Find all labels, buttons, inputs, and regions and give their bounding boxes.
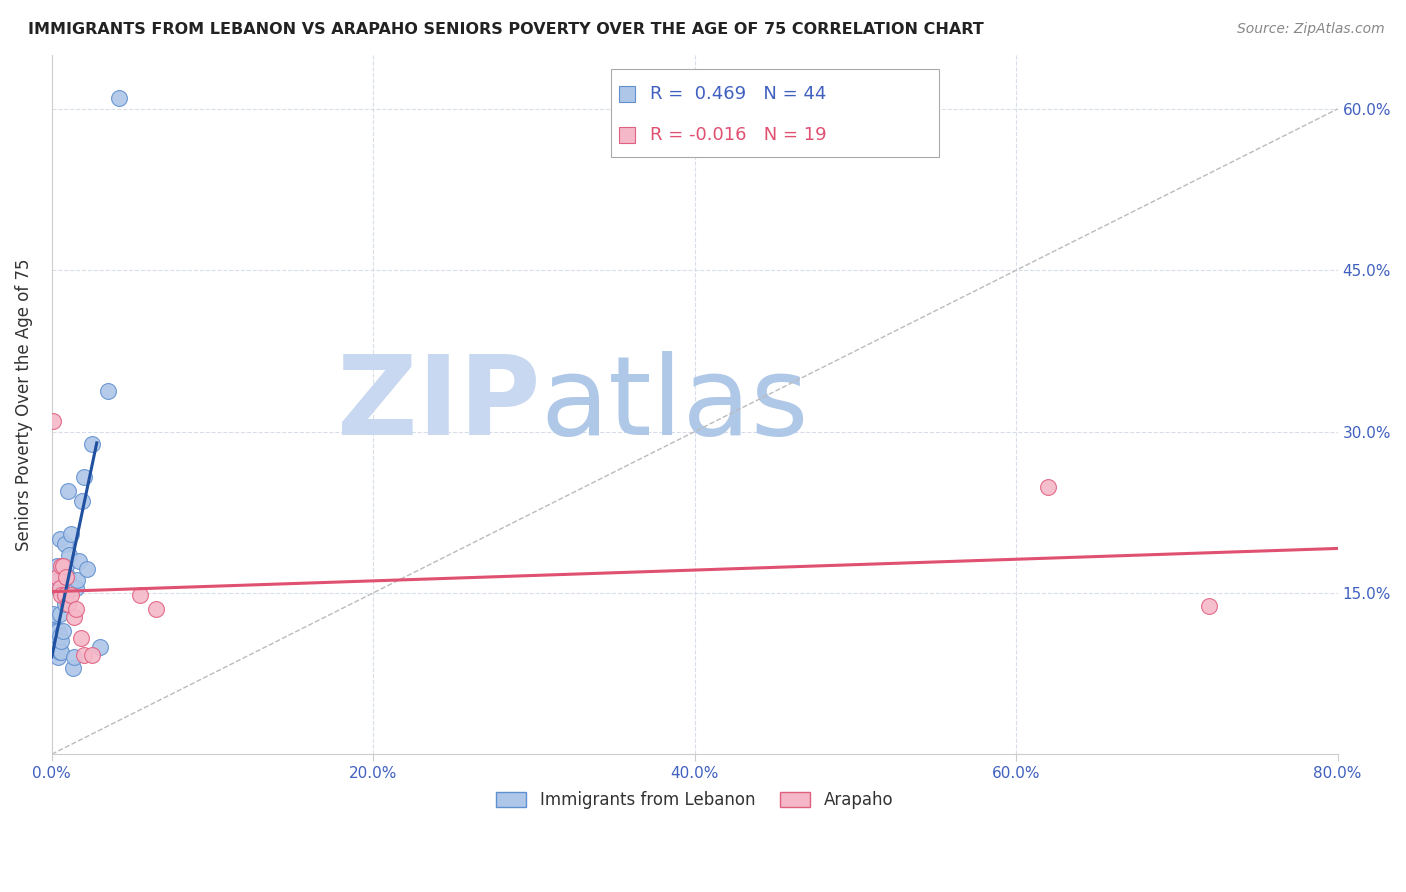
Point: [66, 573, 89, 587]
Point: [76, 562, 98, 576]
Text: R =  0.469   N = 44: R = 0.469 N = 44: [650, 85, 827, 103]
Point: [65, 581, 87, 595]
Point: [49, 629, 72, 643]
Point: [45, 629, 67, 643]
Point: [45, 640, 67, 654]
Text: R = -0.016   N = 19: R = -0.016 N = 19: [650, 126, 827, 144]
Y-axis label: Seniors Poverty Over the Age of 75: Seniors Poverty Over the Age of 75: [15, 259, 32, 551]
Point: [63, 609, 86, 624]
Point: [129, 588, 152, 602]
Point: [51, 559, 73, 574]
Point: [46, 650, 69, 665]
Point: [56, 597, 79, 611]
Text: atlas: atlas: [540, 351, 808, 458]
Point: [97, 384, 120, 398]
Point: [80, 648, 103, 663]
Point: [73, 469, 96, 483]
Point: [55, 586, 77, 600]
Point: [52, 559, 75, 574]
Point: [65, 602, 87, 616]
Point: [60, 588, 83, 602]
Point: [56, 483, 79, 498]
Point: [44, 624, 66, 638]
Point: [72, 494, 94, 508]
Point: [45, 570, 67, 584]
Point: [49, 607, 72, 622]
Point: [53, 588, 76, 602]
Point: [49, 645, 72, 659]
Point: [42, 618, 65, 632]
Point: [46, 640, 69, 654]
Point: [45, 645, 67, 659]
Point: [51, 645, 73, 659]
Point: [62, 661, 84, 675]
Point: [55, 570, 77, 584]
FancyBboxPatch shape: [612, 69, 939, 156]
Text: Source: ZipAtlas.com: Source: ZipAtlas.com: [1237, 22, 1385, 37]
Point: [58, 548, 80, 562]
Point: [67, 553, 90, 567]
Point: [89, 640, 111, 654]
Point: [44, 629, 66, 643]
Legend: Immigrants from Lebanon, Arapaho: Immigrants from Lebanon, Arapaho: [489, 784, 900, 816]
Point: [42, 624, 65, 638]
Point: [1198, 599, 1220, 613]
Point: [45, 559, 67, 574]
Point: [55, 559, 77, 574]
Point: [53, 537, 76, 551]
Text: IMMIGRANTS FROM LEBANON VS ARAPAHO SENIORS POVERTY OVER THE AGE OF 75 CORRELATIO: IMMIGRANTS FROM LEBANON VS ARAPAHO SENIO…: [28, 22, 984, 37]
Point: [73, 648, 96, 663]
Point: [49, 532, 72, 546]
Text: ZIP: ZIP: [337, 351, 540, 458]
Point: [51, 634, 73, 648]
Point: [1038, 481, 1060, 495]
Point: [51, 581, 73, 595]
Point: [46, 624, 69, 638]
Point: [46, 581, 69, 595]
Point: [51, 588, 73, 602]
Point: [44, 575, 66, 590]
Point: [42, 414, 65, 428]
Point: [44, 634, 66, 648]
Point: [60, 526, 83, 541]
Point: [63, 650, 86, 665]
Point: [145, 602, 167, 616]
Point: [80, 437, 103, 451]
Point: [56, 570, 79, 584]
Point: [52, 586, 75, 600]
Point: [52, 624, 75, 638]
Point: [69, 631, 91, 645]
Point: [49, 581, 72, 595]
Point: [53, 597, 76, 611]
Point: [42, 607, 65, 622]
Point: [108, 91, 131, 105]
